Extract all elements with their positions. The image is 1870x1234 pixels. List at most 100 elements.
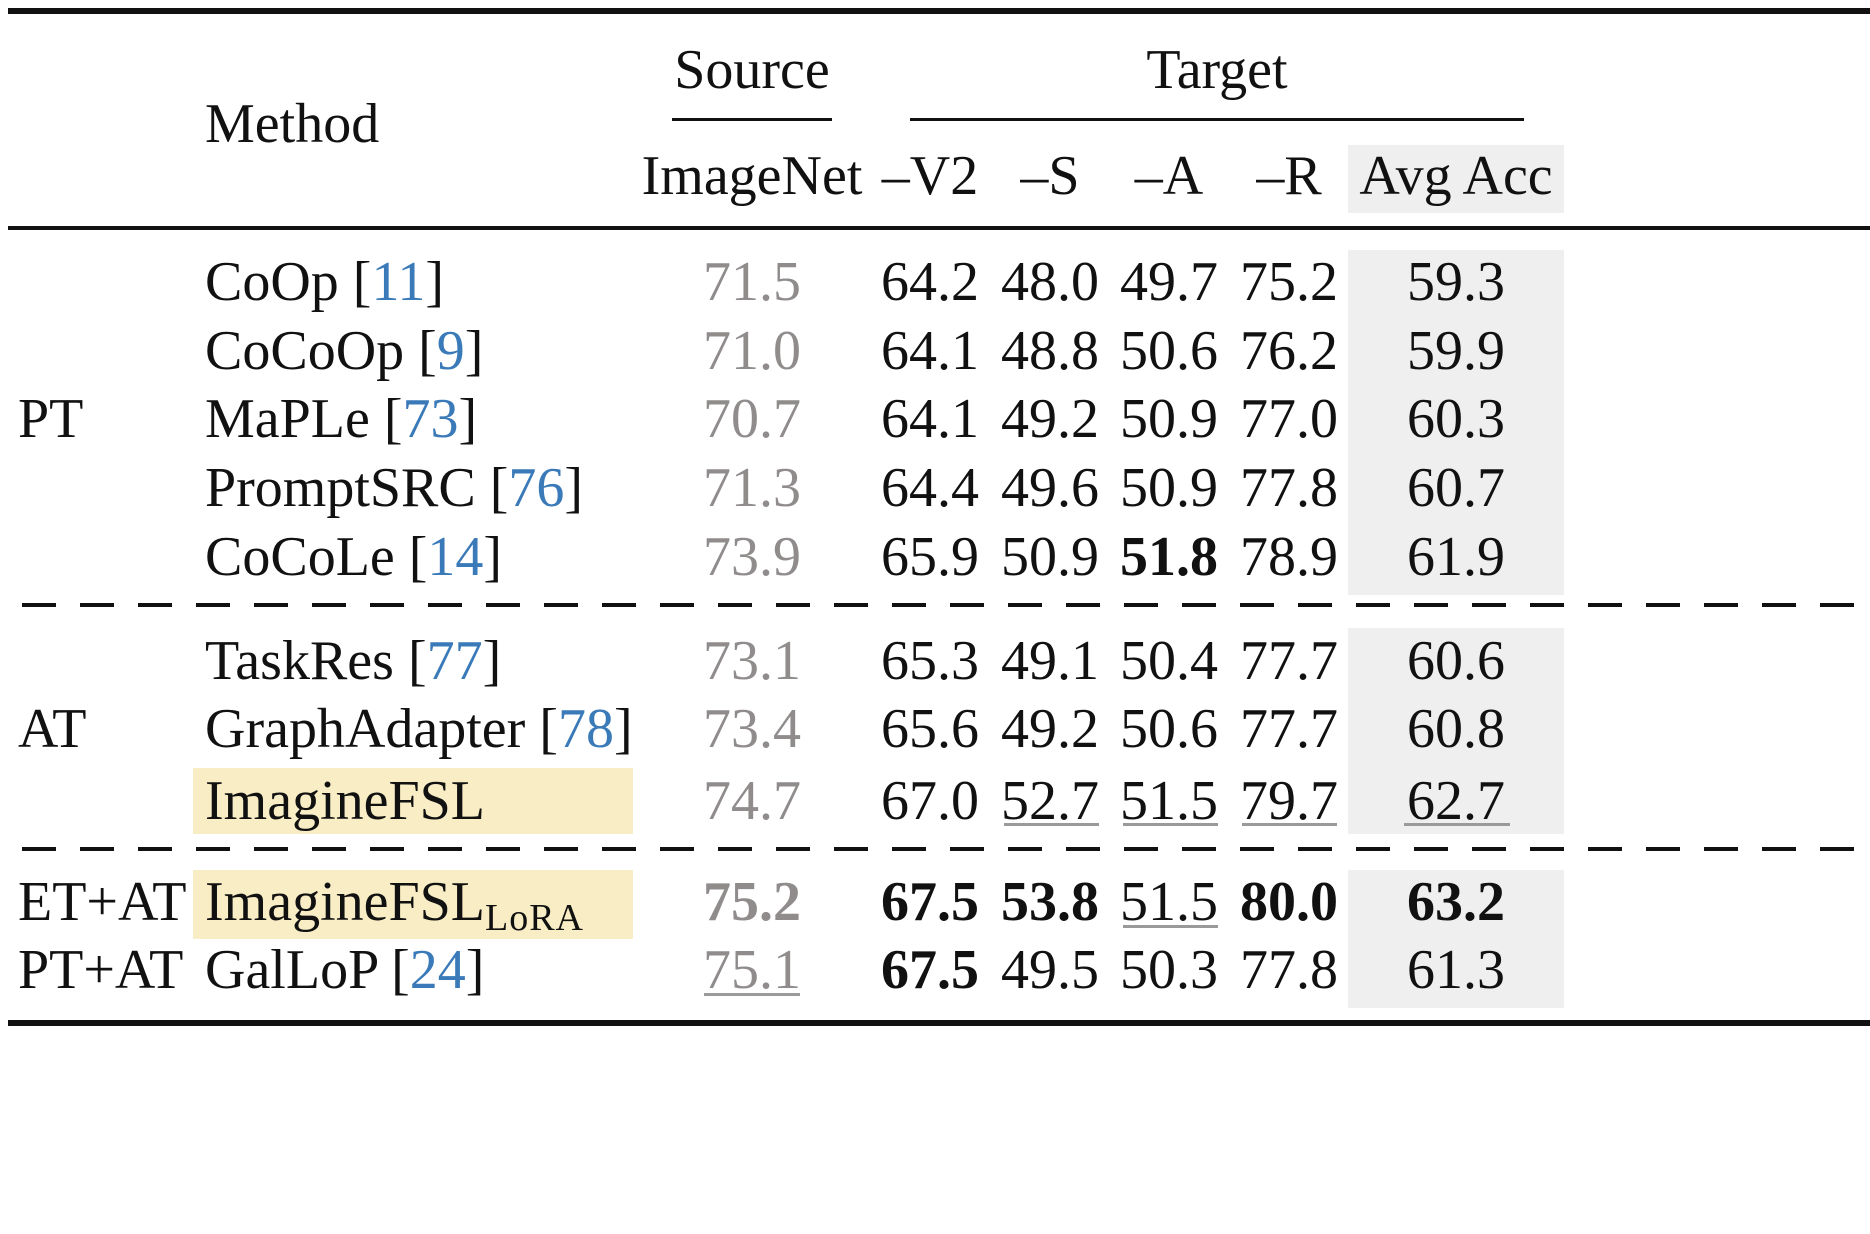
method-cell: TaskRes [77] [205,630,502,692]
header-s: –S [1020,145,1080,207]
value-cell: 50.4 [1120,630,1218,692]
value-cell: 65.6 [881,698,979,760]
source-cell: 73.9 [703,526,801,588]
underline [1242,823,1337,826]
avg-cell: 59.3 [1407,251,1505,313]
underline [704,993,800,996]
avg-cell-best: 63.2 [1407,871,1505,933]
citation-link[interactable]: 76 [508,457,565,519]
avg-cell: 59.9 [1407,320,1505,382]
value-cell-second: 51.5 [1120,770,1218,832]
source-cell: 73.4 [703,698,801,760]
citation-link[interactable]: 78 [557,698,614,760]
dashed-separator [22,603,1868,607]
avg-cell: 61.9 [1407,526,1505,588]
source-cell: 71.0 [703,320,801,382]
value-cell: 64.4 [881,457,979,519]
source-cell-second: 75.1 [703,939,801,1001]
header-method: Method [205,93,380,155]
value-cell: 75.2 [1240,251,1338,313]
avg-cell: 60.6 [1407,630,1505,692]
value-cell-second: 79.7 [1240,770,1338,832]
citation-link[interactable]: 77 [426,630,483,692]
value-cell: 77.8 [1240,939,1338,1001]
header-a: –A [1134,145,1204,207]
method-cell: CoOp [11] [205,251,445,313]
value-cell-best: 67.5 [881,871,979,933]
method-highlight [193,870,633,939]
underline [1004,823,1099,826]
value-cell: 49.5 [1001,939,1099,1001]
source-cell: 73.1 [703,630,801,692]
value-cell: 50.9 [1001,526,1099,588]
value-cell: 77.8 [1240,457,1338,519]
method-cell: MaPLe [73] [205,388,478,450]
citation-link[interactable]: 24 [409,939,466,1001]
header-avg-acc: Avg Acc [1359,145,1553,207]
avg-column-shade [1348,250,1564,595]
value-cell: 50.9 [1120,388,1218,450]
target-cmidrule [910,118,1524,121]
value-cell-best: 51.8 [1120,526,1218,588]
bottom-rule [8,1020,1870,1026]
value-cell: 50.3 [1120,939,1218,1001]
avg-cell: 60.3 [1407,388,1505,450]
header-target: Target [1146,39,1288,101]
avg-column-shade [1348,870,1564,1008]
citation-link[interactable]: 11 [371,251,426,313]
value-cell: 64.1 [881,320,979,382]
value-cell: 78.9 [1240,526,1338,588]
value-cell: 50.6 [1120,320,1218,382]
method-cell: CoCoLe [14] [205,526,503,588]
method-cell-ours: ImagineFSL [205,770,485,832]
mid-rule [8,226,1870,230]
method-cell: CoCoOp [9] [205,320,484,382]
method-cell: PromptSRC [76] [205,457,584,519]
value-cell-second: 52.7 [1001,770,1099,832]
method-cell: GalLoP [24] [205,939,485,1001]
underline [1123,823,1218,826]
value-cell: 48.8 [1001,320,1099,382]
value-cell: 49.6 [1001,457,1099,519]
header-imagenet: ImageNet [641,145,863,207]
group-label-et-at: ET+AT [18,871,187,933]
method-cell: GraphAdapter [78] [205,698,633,760]
value-cell: 76.2 [1240,320,1338,382]
citation-link[interactable]: 14 [427,526,484,588]
top-rule [8,8,1870,14]
citation-link[interactable]: 73 [402,388,459,450]
avg-header-shade [1348,145,1564,213]
avg-cell: 61.3 [1407,939,1505,1001]
value-cell: 50.6 [1120,698,1218,760]
value-cell: 65.3 [881,630,979,692]
source-cell: 71.3 [703,457,801,519]
value-cell-best: 53.8 [1001,871,1099,933]
source-cmidrule [672,118,832,121]
value-cell: 49.7 [1120,251,1218,313]
citation-link[interactable]: 9 [436,320,465,382]
value-cell: 77.7 [1240,698,1338,760]
value-cell: 77.7 [1240,630,1338,692]
value-cell-best: 67.5 [881,939,979,1001]
avg-cell-second: 62.7 [1407,770,1505,832]
method-highlight [193,768,633,834]
underline [1404,823,1510,826]
avg-cell: 60.7 [1407,457,1505,519]
value-cell: 67.0 [881,770,979,832]
value-cell: 49.2 [1001,388,1099,450]
avg-column-shade [1348,628,1564,834]
value-cell: 64.2 [881,251,979,313]
underline [1123,925,1218,928]
value-cell: 64.1 [881,388,979,450]
group-label-pt: PT [18,388,84,450]
group-label-at: AT [18,698,87,760]
source-cell-best: 75.2 [703,871,801,933]
group-label-pt-at: PT+AT [18,939,184,1001]
dashed-separator [22,847,1868,851]
header-r: –R [1256,145,1322,207]
value-cell-best: 80.0 [1240,871,1338,933]
source-cell: 70.7 [703,388,801,450]
avg-cell: 60.8 [1407,698,1505,760]
value-cell: 65.9 [881,526,979,588]
value-cell: 48.0 [1001,251,1099,313]
